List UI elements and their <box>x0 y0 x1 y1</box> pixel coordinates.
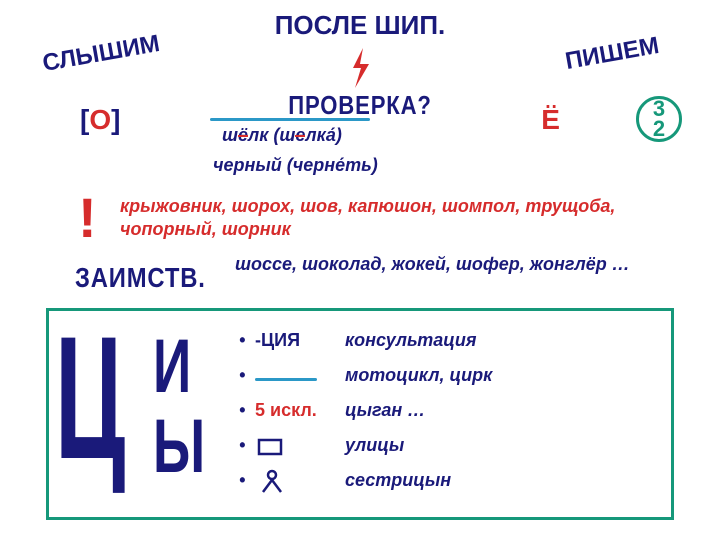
title: ПОСЛЕ ШИП. <box>275 10 446 41</box>
proverka-label: ПРОВЕРКА? <box>288 90 432 121</box>
rule-row: • сестрицын <box>239 463 653 498</box>
rule-label <box>255 463 345 498</box>
letter-Y: Ы <box>153 407 205 487</box>
rule-label <box>255 428 345 463</box>
letter-I: И <box>153 327 205 407</box>
circle-32: 3 2 <box>636 96 682 142</box>
exclamation-icon: ! <box>78 185 97 250</box>
bracket-close: ] <box>111 104 120 135</box>
rule-row: •-ЦИЯконсультация <box>239 323 653 358</box>
rule-value: сестрицын <box>345 463 653 498</box>
example-1: шёлк (шелка́) <box>222 125 342 146</box>
ending-box-icon <box>255 436 285 458</box>
example-2: черный (черне́ть) <box>213 155 378 176</box>
phonetic-o: О <box>89 104 111 135</box>
rule-value: консультация <box>345 323 653 358</box>
slide-root: { "title": { "text": "ПОСЛЕ ШИП.", "font… <box>0 0 720 540</box>
bullet-icon: • <box>239 393 255 428</box>
rule-value: цыган … <box>345 393 653 428</box>
yo-letter: Ё <box>541 104 560 136</box>
rule-label: 5 искл. <box>255 393 345 428</box>
ciy-box: Ц И Ы •-ЦИЯконсультация•мотоцикл, цирк•5… <box>46 308 674 520</box>
zaimstv-label: ЗАИМСТВ. <box>75 262 206 294</box>
big-C: Ц <box>55 311 125 486</box>
bullet-icon: • <box>239 323 255 358</box>
rule-row: • улицы <box>239 428 653 463</box>
rule-label <box>255 358 345 393</box>
rule-value: мотоцикл, цирк <box>345 358 653 393</box>
bullet-icon: • <box>239 428 255 463</box>
write-label: ПИШЕМ <box>564 32 662 76</box>
root-underline-icon <box>255 378 317 381</box>
rule-value: улицы <box>345 428 653 463</box>
hear-label: СЛЫШИМ <box>40 30 162 78</box>
bullet-icon: • <box>239 463 255 498</box>
phonetic-left: [О] <box>80 104 120 136</box>
borrowed-words: шоссе, шоколад, жокей, шофер, жонглёр … <box>235 253 670 276</box>
rule-row: • мотоцикл, цирк <box>239 358 653 393</box>
letters-IY: И Ы <box>153 327 205 487</box>
lightning-icon <box>347 46 373 90</box>
rules-list: •-ЦИЯконсультация•мотоцикл, цирк•5 искл.… <box>239 323 653 498</box>
suffix-person-icon <box>255 468 289 496</box>
bullet-icon: • <box>239 358 255 393</box>
circle-bottom: 2 <box>653 119 665 139</box>
exception-words: крыжовник, шорох, шов, капюшон, шомпол, … <box>120 195 660 240</box>
rule-row: •5 искл.цыган … <box>239 393 653 428</box>
bracket-open: [ <box>80 104 89 135</box>
rule-label: -ЦИЯ <box>255 323 345 358</box>
ex1-underline <box>210 118 370 121</box>
